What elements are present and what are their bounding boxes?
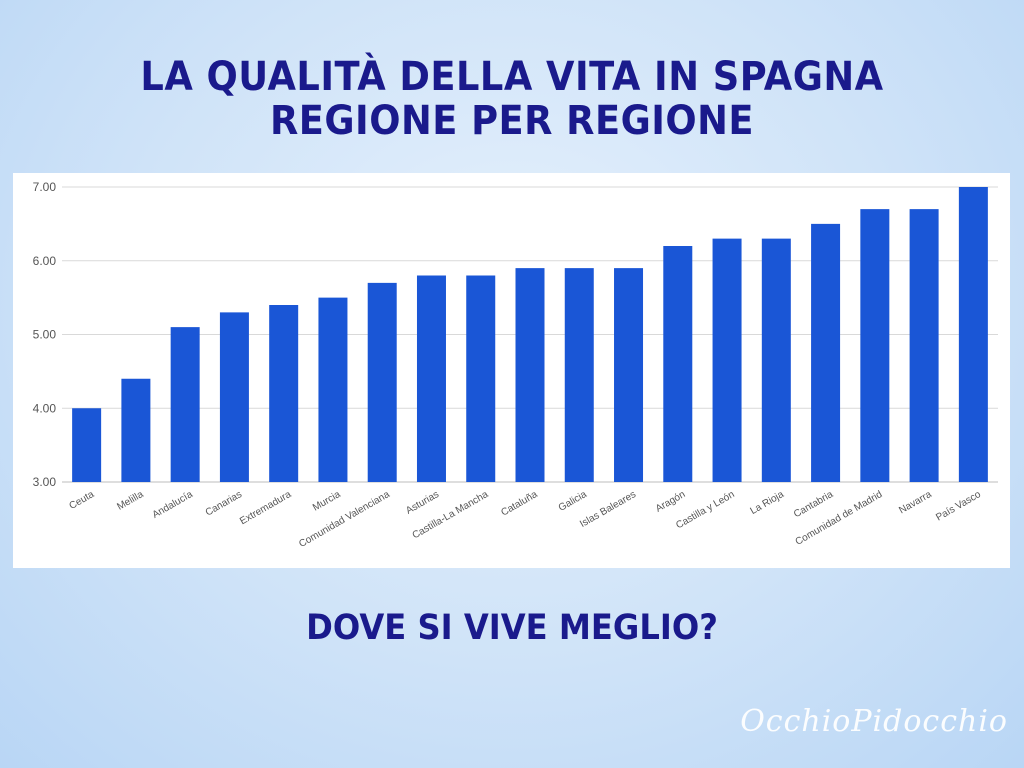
page-title-line-1: LA QUALITÀ DELLA VITA IN SPAGNA [140, 54, 884, 100]
y-tick-label: 6.00 [33, 254, 57, 268]
watermark-logo: OcchioPidocchio [740, 704, 1008, 739]
bar [515, 268, 545, 482]
bar [564, 268, 594, 482]
bar [466, 275, 496, 482]
y-tick-label: 5.00 [33, 328, 57, 342]
bar-chart-panel: 3.00 4.00 5.00 6.00 7.00 Ceuta Melilla Andalucí… [13, 173, 1010, 568]
x-tick-label: Cataluña [499, 489, 540, 519]
x-tick-label: Canarias [204, 489, 244, 519]
bar [318, 297, 348, 482]
x-tick-label: Aragón [654, 489, 687, 515]
x-tick-label: Cantabria [792, 489, 835, 520]
x-tick-label: Galicia [557, 489, 589, 514]
bar [712, 238, 742, 482]
bar-chart: 3.00 4.00 5.00 6.00 7.00 Ceuta Melilla Andalucí… [33, 180, 998, 550]
bar [761, 238, 791, 482]
x-tick-label: Navarra [897, 489, 934, 517]
x-tick-label: Asturias [404, 489, 441, 517]
page-title-line-2: REGIONE PER REGIONE [269, 98, 755, 144]
x-tick-label: Extremadura [238, 489, 293, 527]
x-tick-label: La Rioja [749, 489, 787, 517]
bar [170, 327, 200, 482]
y-tick-label: 7.00 [33, 180, 57, 194]
x-tick-label: Comunidad Valenciana [297, 489, 392, 550]
y-tick-label: 4.00 [33, 401, 57, 415]
bar [269, 305, 299, 482]
bar [416, 275, 446, 482]
bar [367, 282, 397, 482]
x-tick-label: País Vasco [934, 489, 983, 524]
x-tick-label: Melilla [115, 489, 145, 513]
x-tick-label: Islas Baleares [578, 489, 638, 530]
x-tick-label: Comunidad de Madrid [794, 489, 885, 548]
x-tick-label: Murcia [311, 489, 343, 514]
bar [219, 312, 249, 482]
bar [663, 246, 693, 482]
bar [909, 209, 939, 482]
bar [72, 408, 102, 482]
subtitle: DOVE SI VIVE MEGLIO? [306, 608, 718, 648]
bar [958, 187, 988, 482]
x-tick-label: Andalucía [151, 489, 195, 521]
bar [811, 223, 841, 482]
bar [860, 209, 890, 482]
y-tick-label: 3.00 [33, 475, 57, 489]
bar [614, 268, 644, 482]
bar [121, 378, 151, 482]
x-tick-label: Ceuta [68, 489, 97, 512]
